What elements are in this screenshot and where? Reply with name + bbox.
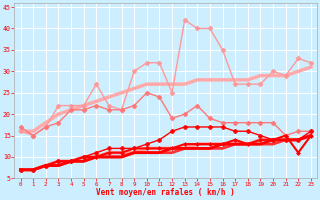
X-axis label: Vent moyen/en rafales ( km/h ): Vent moyen/en rafales ( km/h ) xyxy=(96,188,235,197)
